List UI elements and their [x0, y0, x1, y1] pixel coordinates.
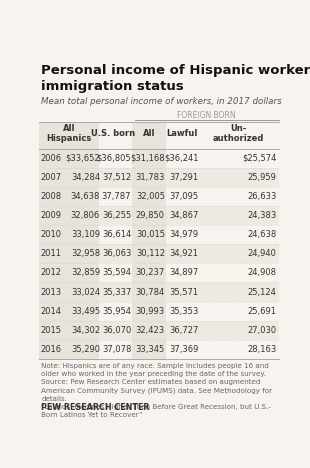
Text: 36,255: 36,255 — [102, 211, 131, 220]
Text: 2007: 2007 — [40, 173, 61, 182]
Text: 32,859: 32,859 — [71, 269, 100, 278]
Bar — [39, 321, 279, 340]
Text: 2009: 2009 — [40, 211, 61, 220]
Bar — [39, 244, 279, 263]
Bar — [132, 122, 166, 359]
Text: 33,345: 33,345 — [136, 345, 165, 354]
Text: 24,908: 24,908 — [248, 269, 277, 278]
Text: 34,284: 34,284 — [71, 173, 100, 182]
Text: 30,993: 30,993 — [136, 307, 165, 315]
Text: 34,867: 34,867 — [169, 211, 198, 220]
Text: 33,495: 33,495 — [71, 307, 100, 315]
Text: 30,237: 30,237 — [136, 269, 165, 278]
Text: 25,959: 25,959 — [248, 173, 277, 182]
Text: 2006: 2006 — [40, 154, 61, 163]
Text: 35,290: 35,290 — [71, 345, 100, 354]
Text: $36,241: $36,241 — [164, 154, 198, 163]
Text: 2013: 2013 — [40, 287, 61, 297]
Text: 30,784: 30,784 — [136, 287, 165, 297]
Text: 36,063: 36,063 — [102, 249, 131, 258]
Text: 37,512: 37,512 — [102, 173, 131, 182]
Text: 31,783: 31,783 — [135, 173, 165, 182]
Text: 37,095: 37,095 — [169, 192, 198, 201]
Text: 34,897: 34,897 — [169, 269, 198, 278]
Text: 35,594: 35,594 — [102, 269, 131, 278]
Text: 35,954: 35,954 — [102, 307, 131, 315]
Text: 24,638: 24,638 — [247, 230, 277, 239]
Text: $33,652: $33,652 — [65, 154, 100, 163]
Text: 32,958: 32,958 — [71, 249, 100, 258]
Bar — [39, 122, 99, 359]
Text: 30,015: 30,015 — [136, 230, 165, 239]
Text: 32,806: 32,806 — [71, 211, 100, 220]
Text: 2016: 2016 — [40, 345, 61, 354]
Text: 2015: 2015 — [40, 326, 61, 335]
Text: 25,124: 25,124 — [248, 287, 277, 297]
Text: FOREIGN BORN: FOREIGN BORN — [177, 111, 236, 120]
Text: 35,353: 35,353 — [169, 307, 198, 315]
Text: 2011: 2011 — [40, 249, 61, 258]
Text: $25,574: $25,574 — [242, 154, 277, 163]
Text: 30,112: 30,112 — [136, 249, 165, 258]
Text: 34,921: 34,921 — [170, 249, 198, 258]
Text: 27,030: 27,030 — [247, 326, 277, 335]
Text: All
Hispanics: All Hispanics — [46, 124, 91, 143]
Text: 2014: 2014 — [40, 307, 61, 315]
Text: 35,571: 35,571 — [169, 287, 198, 297]
Text: 37,291: 37,291 — [169, 173, 198, 182]
Text: 34,979: 34,979 — [169, 230, 198, 239]
Text: 32,423: 32,423 — [136, 326, 165, 335]
Text: 2012: 2012 — [40, 269, 61, 278]
Text: 2008: 2008 — [40, 192, 61, 201]
Text: 36,070: 36,070 — [102, 326, 131, 335]
Text: 35,337: 35,337 — [102, 287, 131, 297]
Bar — [39, 168, 279, 187]
Text: 37,787: 37,787 — [102, 192, 131, 201]
Text: 28,163: 28,163 — [247, 345, 277, 354]
Text: U.S. born: U.S. born — [91, 129, 135, 138]
Text: 36,727: 36,727 — [169, 326, 198, 335]
Text: Lawful: Lawful — [166, 129, 197, 138]
Text: 34,302: 34,302 — [71, 326, 100, 335]
Text: 37,369: 37,369 — [169, 345, 198, 354]
Text: 24,940: 24,940 — [248, 249, 277, 258]
Bar — [39, 283, 279, 301]
Text: Un-
authorized: Un- authorized — [213, 124, 264, 143]
Text: 29,850: 29,850 — [136, 211, 165, 220]
Text: 33,024: 33,024 — [71, 287, 100, 297]
Text: 2010: 2010 — [40, 230, 61, 239]
Text: All: All — [143, 129, 156, 138]
Text: PEW RESEARCH CENTER: PEW RESEARCH CENTER — [41, 403, 150, 412]
Text: $36,805: $36,805 — [97, 154, 131, 163]
Text: 37,078: 37,078 — [102, 345, 131, 354]
Text: $31,168: $31,168 — [130, 154, 165, 163]
Text: 26,633: 26,633 — [247, 192, 277, 201]
Text: 32,005: 32,005 — [136, 192, 165, 201]
Text: 25,691: 25,691 — [248, 307, 277, 315]
Text: Mean total personal income of workers, in 2017 dollars: Mean total personal income of workers, i… — [41, 96, 282, 105]
Text: 34,638: 34,638 — [71, 192, 100, 201]
Text: Personal income of Hispanic workers, by
immigration status: Personal income of Hispanic workers, by … — [41, 64, 310, 93]
Text: Note: Hispanics are of any race. Sample includes people 16 and
older who worked : Note: Hispanics are of any race. Sample … — [41, 363, 272, 417]
Text: 36,614: 36,614 — [102, 230, 131, 239]
Bar — [39, 206, 279, 225]
Text: 33,109: 33,109 — [71, 230, 100, 239]
Text: 24,383: 24,383 — [247, 211, 277, 220]
